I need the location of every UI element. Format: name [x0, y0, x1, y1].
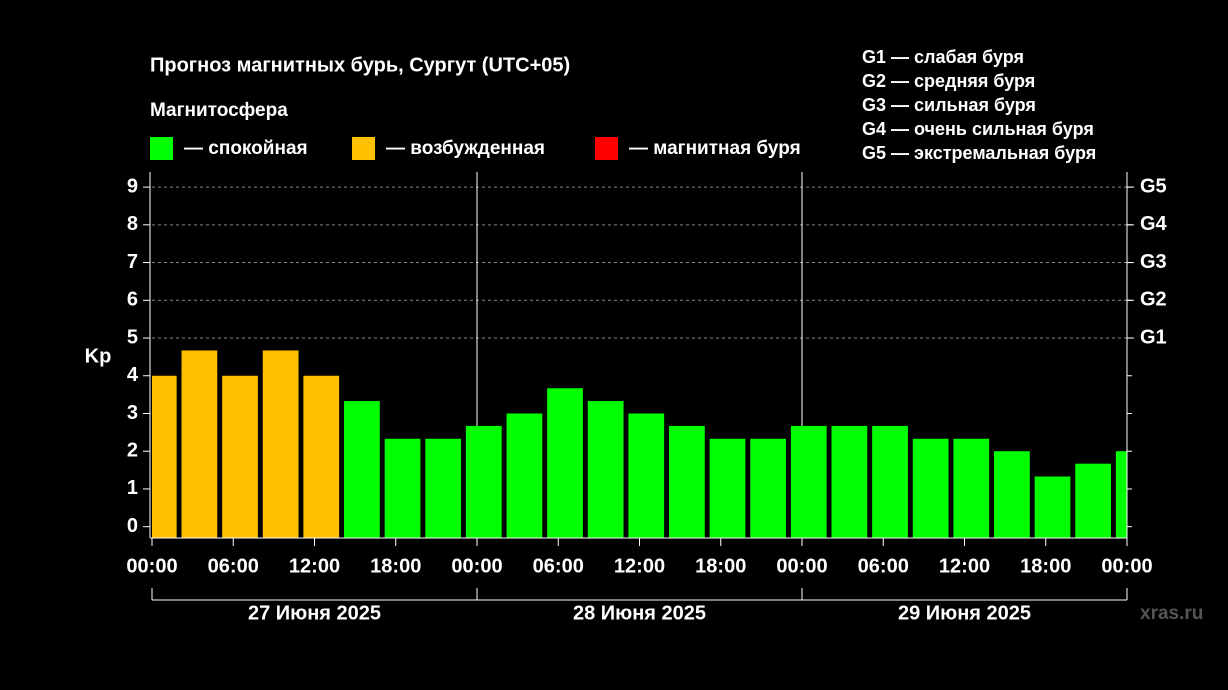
bar: [709, 438, 746, 538]
y2-tick-label: G3: [1140, 251, 1167, 273]
date-label: 27 Июня 2025: [248, 602, 381, 624]
bar: [1075, 463, 1112, 538]
legend-swatch: [352, 137, 375, 160]
x-tick-label: 06:00: [208, 555, 259, 577]
x-tick-label: 12:00: [939, 555, 990, 577]
bar: [547, 388, 583, 538]
bar: [425, 438, 462, 538]
watermark: xras.ru: [1140, 603, 1203, 624]
storm-scale-item: G5 — экстремальная буря: [862, 143, 1096, 163]
bar: [465, 425, 502, 538]
x-tick-label: 00:00: [126, 555, 177, 577]
date-label: 29 Июня 2025: [898, 602, 1031, 624]
bar: [994, 451, 1030, 538]
bar: [587, 401, 624, 538]
y2-tick-label: G2: [1140, 289, 1167, 311]
bar: [222, 375, 258, 538]
bar: [912, 438, 949, 538]
bar: [152, 375, 177, 538]
bar: [1115, 451, 1127, 538]
storm-scale-item: G4 — очень сильная буря: [862, 119, 1094, 139]
storm-scale-item: G3 — сильная буря: [862, 95, 1036, 115]
x-tick-label: 06:00: [858, 555, 909, 577]
x-tick-label: 18:00: [695, 555, 746, 577]
y-tick-label: 7: [127, 251, 138, 273]
bar: [790, 425, 827, 538]
storm-scale-item: G1 — слабая буря: [862, 47, 1024, 67]
y2-tick-label: G5: [1140, 175, 1167, 197]
legend-swatch: [595, 137, 618, 160]
x-tick-label: 00:00: [451, 555, 502, 577]
y-tick-label: 0: [127, 515, 138, 537]
bar: [181, 350, 218, 538]
x-tick-label: 06:00: [533, 555, 584, 577]
y-tick-label: 4: [127, 364, 139, 386]
bar: [628, 413, 665, 538]
y-tick-label: 1: [127, 477, 138, 499]
storm-scale-item: G2 — средняя буря: [862, 71, 1035, 91]
y-tick-label: 3: [127, 402, 138, 424]
bar: [506, 413, 543, 538]
x-tick-label: 12:00: [289, 555, 340, 577]
bar: [384, 438, 421, 538]
y2-tick-label: G4: [1140, 213, 1168, 235]
legend-label: — магнитная буря: [629, 138, 801, 159]
x-tick-label: 18:00: [370, 555, 421, 577]
x-tick-label: 00:00: [776, 555, 827, 577]
y-tick-label: 2: [127, 439, 138, 461]
bar: [1034, 476, 1071, 538]
date-label: 28 Июня 2025: [573, 602, 706, 624]
bar: [953, 438, 990, 538]
bar: [344, 401, 380, 538]
bar: [831, 425, 868, 538]
bar: [303, 375, 340, 538]
chart-title: Прогноз магнитных бурь, Сургут (UTC+05): [150, 54, 570, 76]
legend-label: — спокойная: [184, 138, 308, 159]
y-tick-label: 6: [127, 289, 138, 311]
x-tick-label: 00:00: [1101, 555, 1152, 577]
legend-label: — возбужденная: [386, 138, 545, 159]
y-tick-label: 9: [127, 175, 138, 197]
bar: [750, 438, 787, 538]
y-tick-label: 8: [127, 213, 138, 235]
bar: [262, 350, 299, 538]
bar: [669, 425, 705, 538]
y-tick-label: 5: [127, 326, 138, 348]
x-tick-label: 12:00: [614, 555, 665, 577]
legend-title: Магнитосфера: [150, 100, 288, 121]
x-tick-label: 18:00: [1020, 555, 1071, 577]
y-axis-label: Kp: [85, 345, 112, 367]
legend-swatch: [150, 137, 173, 160]
bar: [872, 425, 908, 538]
y2-tick-label: G1: [1140, 326, 1167, 348]
